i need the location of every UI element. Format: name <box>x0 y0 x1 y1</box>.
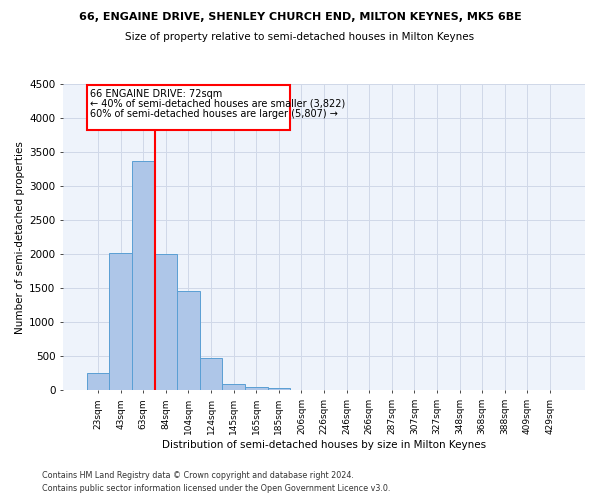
Bar <box>109 253 132 390</box>
Bar <box>245 386 268 390</box>
Bar <box>268 388 290 390</box>
X-axis label: Distribution of semi-detached houses by size in Milton Keynes: Distribution of semi-detached houses by … <box>162 440 486 450</box>
Bar <box>87 86 290 130</box>
Text: ← 40% of semi-detached houses are smaller (3,822): ← 40% of semi-detached houses are smalle… <box>90 99 346 109</box>
Bar <box>132 161 155 390</box>
Bar <box>177 291 200 390</box>
Text: 66, ENGAINE DRIVE, SHENLEY CHURCH END, MILTON KEYNES, MK5 6BE: 66, ENGAINE DRIVE, SHENLEY CHURCH END, M… <box>79 12 521 22</box>
Text: Size of property relative to semi-detached houses in Milton Keynes: Size of property relative to semi-detach… <box>125 32 475 42</box>
Text: 60% of semi-detached houses are larger (5,807) →: 60% of semi-detached houses are larger (… <box>90 108 338 118</box>
Bar <box>223 384 245 390</box>
Text: Contains HM Land Registry data © Crown copyright and database right 2024.: Contains HM Land Registry data © Crown c… <box>42 470 354 480</box>
Bar <box>87 374 109 390</box>
Y-axis label: Number of semi-detached properties: Number of semi-detached properties <box>15 141 25 334</box>
Text: Contains public sector information licensed under the Open Government Licence v3: Contains public sector information licen… <box>42 484 391 493</box>
Text: 66 ENGAINE DRIVE: 72sqm: 66 ENGAINE DRIVE: 72sqm <box>90 90 223 100</box>
Bar <box>200 358 223 390</box>
Bar <box>155 254 177 390</box>
